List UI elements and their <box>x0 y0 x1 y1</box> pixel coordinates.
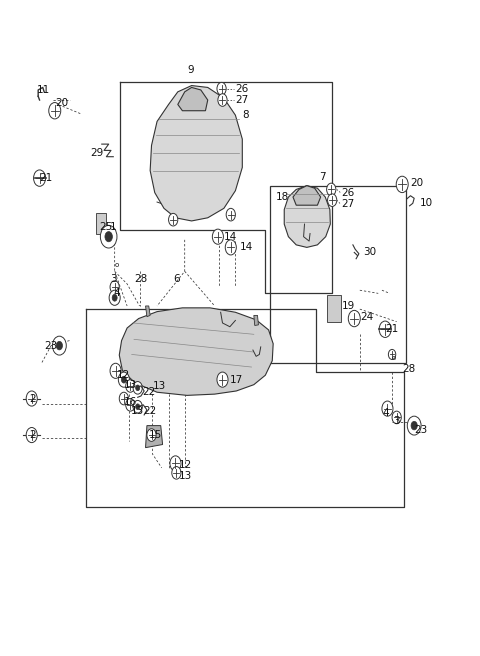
Circle shape <box>126 399 135 411</box>
Text: 12: 12 <box>117 370 130 380</box>
Polygon shape <box>293 186 321 205</box>
Text: o: o <box>115 262 119 268</box>
Text: 2: 2 <box>29 430 36 440</box>
Text: 27: 27 <box>341 199 355 209</box>
Text: 18: 18 <box>276 192 289 202</box>
Circle shape <box>218 94 227 106</box>
Text: 30: 30 <box>363 247 377 257</box>
Text: 3: 3 <box>393 416 400 426</box>
Polygon shape <box>178 87 208 111</box>
Polygon shape <box>254 316 258 325</box>
Polygon shape <box>145 426 163 447</box>
Text: 14: 14 <box>224 232 237 241</box>
Circle shape <box>52 336 66 355</box>
Text: 26: 26 <box>341 188 355 197</box>
Circle shape <box>225 240 236 255</box>
Circle shape <box>100 226 117 248</box>
Text: 25: 25 <box>99 222 113 232</box>
Circle shape <box>112 295 117 301</box>
Text: 22: 22 <box>142 387 156 398</box>
Text: o: o <box>392 356 396 361</box>
Circle shape <box>109 290 120 305</box>
Text: 7: 7 <box>319 172 326 182</box>
Circle shape <box>226 209 235 221</box>
Circle shape <box>34 170 46 186</box>
Text: 10: 10 <box>420 198 433 209</box>
Circle shape <box>392 411 401 424</box>
Text: 21: 21 <box>39 173 53 183</box>
Text: 20: 20 <box>410 178 424 188</box>
Text: 13: 13 <box>153 381 166 391</box>
Circle shape <box>133 400 142 413</box>
Text: 14: 14 <box>240 242 253 253</box>
Circle shape <box>379 321 391 337</box>
Bar <box>270 186 406 363</box>
Circle shape <box>26 428 37 443</box>
Text: 29: 29 <box>90 148 104 158</box>
Polygon shape <box>150 85 242 221</box>
Circle shape <box>326 183 336 195</box>
Text: 1: 1 <box>110 222 117 232</box>
Text: 13: 13 <box>179 471 192 481</box>
Circle shape <box>217 83 226 95</box>
Circle shape <box>49 102 61 119</box>
Text: 8: 8 <box>242 110 249 120</box>
Circle shape <box>217 372 228 387</box>
Text: 21: 21 <box>385 324 398 335</box>
Circle shape <box>388 350 396 359</box>
Text: 19: 19 <box>341 301 355 311</box>
Text: 4: 4 <box>113 289 120 298</box>
Text: 15: 15 <box>149 430 162 440</box>
Text: 26: 26 <box>235 84 249 94</box>
Text: 12: 12 <box>179 461 192 470</box>
Polygon shape <box>145 306 150 317</box>
Circle shape <box>136 385 140 391</box>
Text: 3: 3 <box>110 274 117 284</box>
Text: 27: 27 <box>235 95 249 105</box>
Text: 23: 23 <box>414 425 427 435</box>
Text: 13: 13 <box>124 380 137 390</box>
Circle shape <box>172 466 181 479</box>
Circle shape <box>56 341 62 350</box>
Circle shape <box>396 176 408 193</box>
Circle shape <box>119 372 130 387</box>
Text: 28: 28 <box>134 274 147 284</box>
Text: 9: 9 <box>187 65 193 75</box>
Text: 22: 22 <box>143 406 156 416</box>
Circle shape <box>136 404 140 409</box>
Text: 2: 2 <box>29 394 36 403</box>
Circle shape <box>110 281 119 293</box>
Circle shape <box>133 382 142 394</box>
Circle shape <box>119 392 129 405</box>
Circle shape <box>407 416 421 435</box>
Text: 4: 4 <box>383 408 389 418</box>
Polygon shape <box>284 186 330 247</box>
Circle shape <box>126 380 135 392</box>
Circle shape <box>105 232 112 242</box>
Text: 11: 11 <box>37 85 50 95</box>
Circle shape <box>411 421 417 430</box>
Text: 28: 28 <box>402 364 416 374</box>
Text: 23: 23 <box>44 340 58 351</box>
Text: 6: 6 <box>173 274 180 284</box>
Circle shape <box>382 401 393 416</box>
Circle shape <box>168 213 178 226</box>
Text: 20: 20 <box>55 98 68 108</box>
Text: 17: 17 <box>230 375 243 384</box>
Circle shape <box>212 229 223 244</box>
Circle shape <box>110 363 121 379</box>
Text: 24: 24 <box>360 312 373 321</box>
Circle shape <box>121 377 126 383</box>
Circle shape <box>327 194 337 207</box>
Circle shape <box>348 310 360 327</box>
Circle shape <box>147 429 156 441</box>
Text: 16: 16 <box>124 398 137 407</box>
Bar <box>326 295 341 321</box>
Circle shape <box>170 456 181 471</box>
Bar <box>96 213 107 234</box>
Circle shape <box>26 391 37 406</box>
Polygon shape <box>119 308 273 396</box>
Text: 13: 13 <box>131 406 144 416</box>
